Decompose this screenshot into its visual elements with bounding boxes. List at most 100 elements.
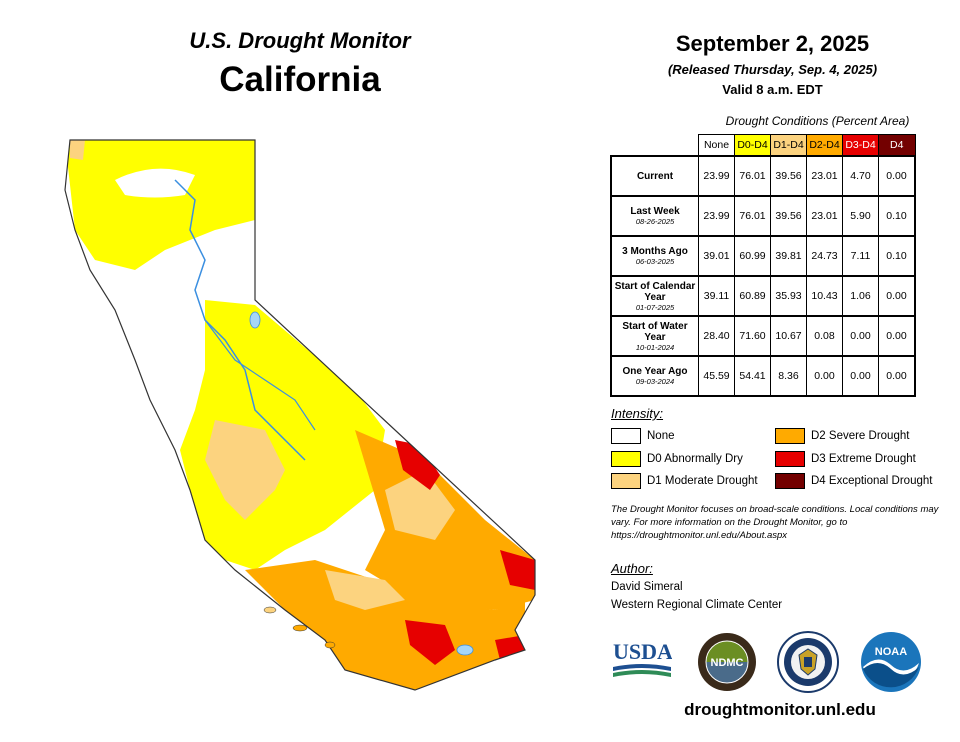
table-cell: 4.70 (842, 155, 879, 197)
table-cell: 39.56 (770, 155, 807, 197)
table-cell: 60.89 (734, 275, 771, 317)
table-cell: 0.08 (806, 315, 843, 357)
table-cell: 23.99 (698, 155, 735, 197)
map-area-d1-north (70, 140, 85, 160)
table-cell: 0.00 (842, 355, 879, 397)
row-label: Current (610, 155, 699, 197)
noaa-logo-text: NOAA (875, 646, 907, 658)
table-corner (611, 135, 699, 157)
table-row: Start of Calendar Year 01-07-2025 39.11 6… (610, 275, 916, 317)
table-cell: 39.11 (698, 275, 735, 317)
table-cell: 71.60 (734, 315, 771, 357)
row-label-text: Start of Calendar Year (614, 280, 696, 303)
map-date: September 2, 2025 (675, 31, 870, 56)
col-header-none: None (698, 134, 735, 157)
row-label: Start of Water Year 10-01-2024 (610, 315, 699, 357)
map-area-d3-east (395, 440, 440, 490)
table-cell: 0.00 (878, 275, 916, 317)
legend-label: D1 Moderate Drought (647, 475, 758, 487)
legend-swatch (611, 451, 641, 467)
map-area-d1-central (205, 420, 285, 520)
col-header-d3-d4: D3-D4 (842, 134, 879, 157)
channel-island (324, 641, 336, 649)
col-header-d0-d4: D0-D4 (734, 134, 771, 157)
row-label-text: Start of Water Year (622, 320, 688, 343)
legend-label: None (647, 430, 675, 442)
row-label: One Year Ago 09-03-2024 (610, 355, 699, 397)
map-area-d0-north (65, 140, 255, 270)
table-row: 3 Months Ago 06-03-2025 39.01 60.99 39.81… (610, 235, 916, 277)
table-cell: 0.10 (878, 235, 916, 277)
table-cell: 39.81 (770, 235, 807, 277)
row-date: 09-03-2024 (635, 377, 675, 386)
author-name: David Simeral (611, 581, 683, 593)
usda-logo-text: USDA (613, 639, 672, 664)
row-date: 08-26-2025 (635, 217, 675, 226)
table-cell: 24.73 (806, 235, 843, 277)
map-area-d2-south (245, 560, 525, 690)
usda-logo: USDA (613, 639, 672, 677)
map-area-d1-south (325, 570, 405, 610)
table-row: One Year Ago 09-03-2024 45.59 54.41 8.36 … (610, 355, 916, 397)
table-cell: 8.36 (770, 355, 807, 397)
noaa-logo: NOAA (861, 632, 921, 692)
row-date: 01-07-2025 (635, 302, 675, 312)
table-cell: 5.90 (842, 195, 879, 237)
legend-label: D4 Exceptional Drought (811, 475, 933, 487)
row-label: 3 Months Ago 06-03-2025 (610, 235, 699, 277)
legend-label: D3 Extreme Drought (811, 453, 916, 465)
release-date: (Released Thursday, Sep. 4, 2025) (667, 62, 878, 77)
row-label-text: One Year Ago (622, 366, 688, 377)
col-header-d4: D4 (878, 134, 916, 157)
table-cell: 39.01 (698, 235, 735, 277)
map-area-none-north (115, 168, 195, 198)
salton-sea (456, 644, 474, 656)
row-label: Start of Calendar Year 01-07-2025 (610, 275, 699, 317)
disclaimer-note: The Drought Monitor focuses on broad-sca… (611, 504, 939, 541)
table-cell: 0.00 (878, 315, 916, 357)
legend-label: D0 Abnormally Dry (647, 453, 743, 465)
table-cell: 0.10 (878, 195, 916, 237)
legend-swatch (775, 473, 805, 489)
table-cell: 76.01 (734, 195, 771, 237)
row-label-text: 3 Months Ago (622, 246, 688, 257)
table-cell: 7.11 (842, 235, 879, 277)
table-cell: 10.67 (770, 315, 807, 357)
river-tributary (204, 319, 316, 431)
table-row: Start of Water Year 10-01-2024 28.40 71.6… (610, 315, 916, 357)
map-area-d1-east (385, 470, 455, 540)
table-cell: 28.40 (698, 315, 735, 357)
author-heading: Author: (611, 561, 653, 576)
table-cell: 35.93 (770, 275, 807, 317)
legend-title: Intensity: (611, 406, 664, 421)
table-row: Last Week 08-26-2025 23.99 76.01 39.56 23… (610, 195, 916, 237)
table-cell: 76.01 (734, 155, 771, 197)
col-header-d2-d4: D2-D4 (806, 134, 843, 157)
row-date: 10-01-2024 (635, 342, 675, 352)
table-cell: 23.01 (806, 155, 843, 197)
title-region: California (219, 60, 381, 99)
row-label-text: Last Week (630, 206, 680, 217)
title-drought-monitor: U.S. Drought Monitor (189, 28, 411, 53)
col-header-d1-d4: D1-D4 (770, 134, 807, 157)
map-area-d3-southeast (500, 550, 535, 590)
legend-label: D2 Severe Drought (811, 430, 910, 442)
ndmc-logo: NDMC (698, 633, 756, 691)
table-cell: 60.99 (734, 235, 771, 277)
lake-tahoe (249, 311, 261, 329)
table-cell: 0.00 (878, 355, 916, 397)
legend-swatch (775, 451, 805, 467)
valid-time: Valid 8 a.m. EDT (722, 82, 823, 97)
table-cell: 1.06 (842, 275, 879, 317)
california-drought-map (64, 139, 536, 691)
table-cell: 0.00 (878, 155, 916, 197)
california-outline (64, 139, 536, 691)
legend-swatch (775, 428, 805, 444)
table-cell: 54.41 (734, 355, 771, 397)
department-of-commerce-seal-icon (777, 631, 839, 693)
table-cell: 23.01 (806, 195, 843, 237)
table-cell: 45.59 (698, 355, 735, 397)
ndmc-logo-text: NDMC (711, 657, 744, 669)
legend-swatch (611, 473, 641, 489)
footer-url[interactable]: droughtmonitor.unl.edu (684, 700, 876, 719)
